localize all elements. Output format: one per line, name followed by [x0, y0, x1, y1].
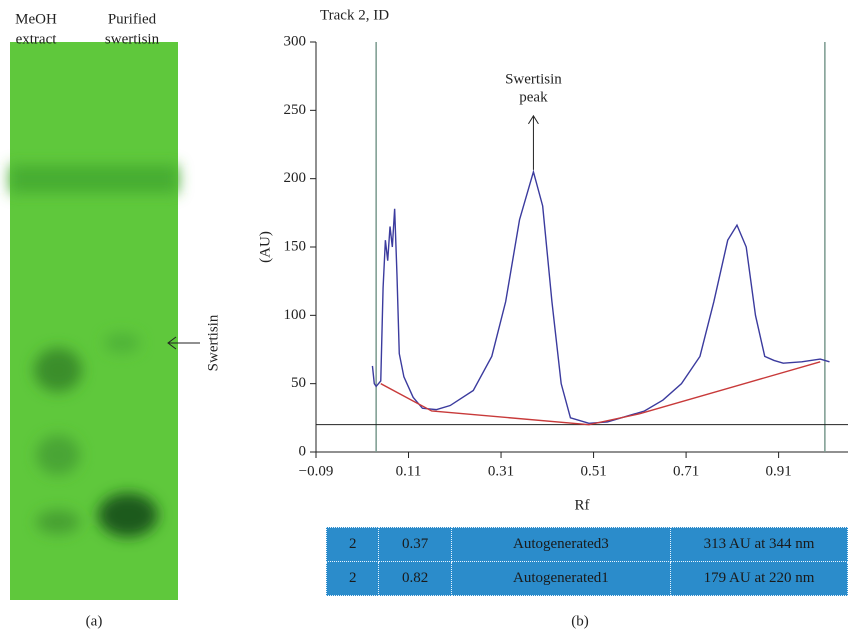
panel-label: (a) [86, 613, 103, 629]
table-cell: Autogenerated3 [450, 527, 672, 562]
table-cell: 0.82 [378, 561, 452, 596]
table-cell: 313 AU at 344 nm [670, 527, 848, 562]
lane-label: extract [16, 31, 58, 47]
x-tick-label: 0.11 [396, 463, 422, 479]
results-table: 2 0.37 Autogenerated3 313 AU at 344 nm 2 0.82… [325, 527, 848, 596]
trace [380, 361, 821, 426]
table-cell: Autogenerated1 [450, 561, 672, 596]
y-tick-label: 300 [284, 33, 307, 49]
y-tick-label: 250 [284, 102, 307, 118]
y-tick-label: 100 [284, 307, 307, 323]
y-tick-label: 150 [284, 238, 307, 254]
panel-label: (b) [571, 613, 589, 629]
lane-label: MeOH [15, 11, 57, 27]
chart-title: Track 2, ID [320, 7, 389, 23]
x-tick-label: 0.91 [765, 463, 791, 479]
annotation: peak [519, 89, 548, 105]
table-cell: 179 AU at 220 nm [670, 561, 848, 596]
lane-label: swertisin [105, 31, 160, 47]
y-tick-label: 200 [284, 170, 307, 186]
x-tick-label: 0.51 [580, 463, 606, 479]
table-cell: 2 [325, 527, 380, 562]
x-tick-label: 0.31 [488, 463, 514, 479]
y-tick-label: 50 [291, 375, 306, 391]
x-axis-label: Rf [575, 497, 590, 513]
y-tick-label: 0 [299, 443, 307, 459]
table-cell: 0.37 [378, 527, 452, 562]
x-tick-label: −0.09 [299, 463, 334, 479]
annotation: Swertisin [505, 71, 562, 87]
trace [371, 169, 830, 425]
table-row: 2 0.37 Autogenerated3 313 AU at 344 nm [325, 527, 848, 562]
y-axis-label: (AU) [257, 231, 273, 263]
plate-spots [10, 165, 178, 537]
band-arrow-head [167, 336, 177, 350]
x-tick-label: 0.71 [673, 463, 699, 479]
band-label: Swertisin [205, 314, 221, 371]
table-row: 2 0.82 Autogenerated1 179 AU at 220 nm [325, 561, 848, 596]
annotation-arrow-head [528, 114, 539, 125]
lane-label: Purified [108, 11, 157, 27]
table-cell: 2 [325, 561, 380, 596]
